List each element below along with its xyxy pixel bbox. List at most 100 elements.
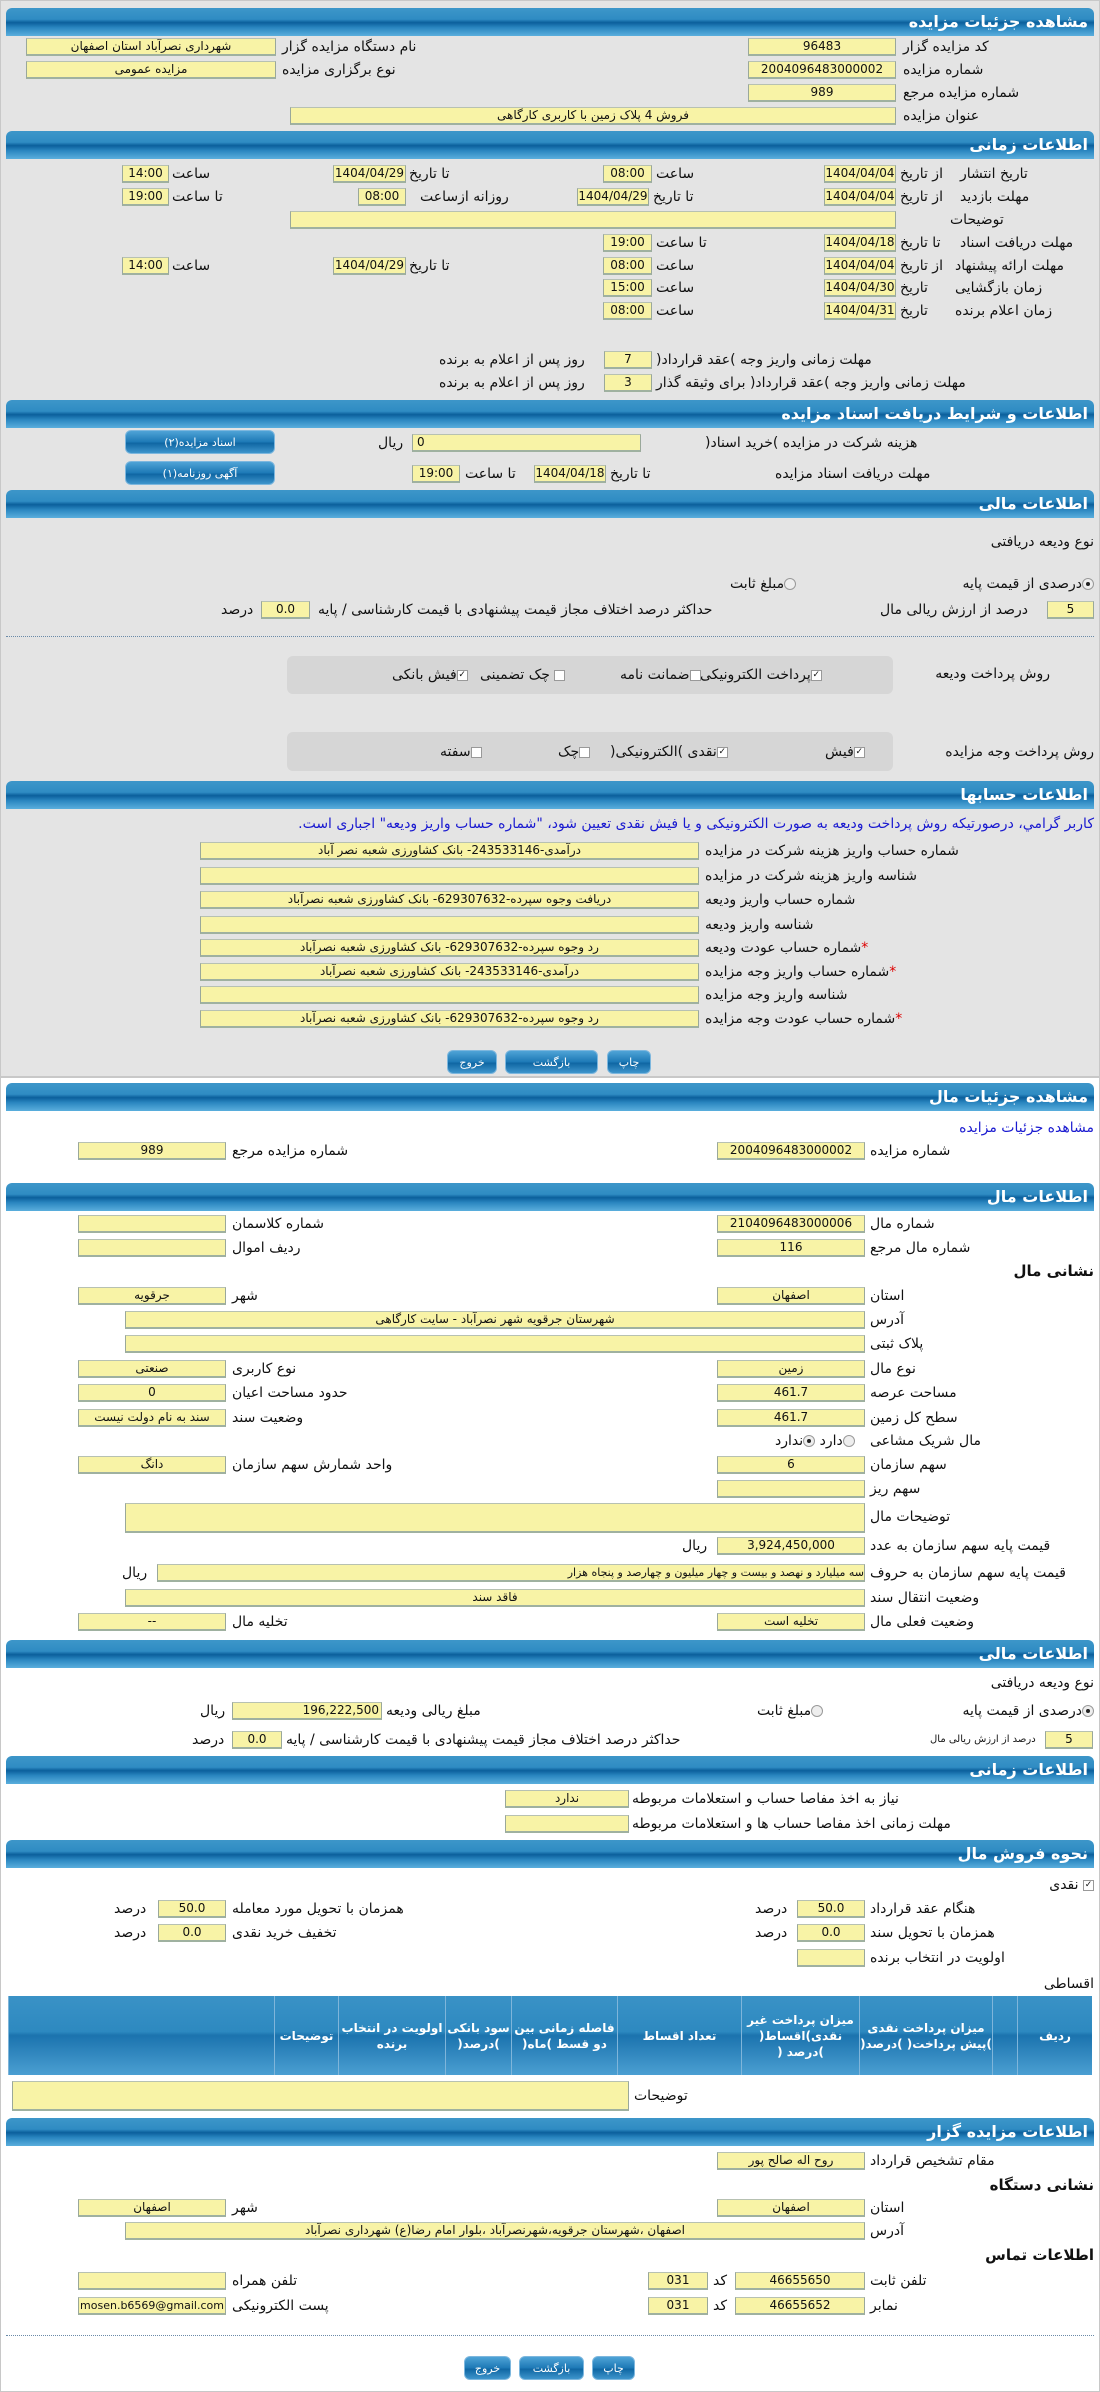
offer-to-time[interactable]: 14:00 bbox=[122, 257, 169, 275]
item-ref-no-field[interactable]: 989 bbox=[78, 1142, 226, 1160]
item-building-field[interactable]: 0 bbox=[78, 1384, 226, 1402]
item-city-field[interactable]: جرقویه bbox=[78, 1287, 226, 1305]
doc-fee-field[interactable]: 0 bbox=[412, 434, 641, 452]
deposit-method-electronic[interactable]: ✓پرداخت الکترونیکی bbox=[700, 666, 822, 684]
auction-number-field[interactable]: 2004096483000002 bbox=[748, 61, 896, 79]
payment-method-cheque[interactable]: چک bbox=[558, 743, 591, 761]
item-deposit-percent-option[interactable]: درصدی از قیمت پایه bbox=[962, 1702, 1094, 1720]
publish-from-time[interactable]: 08:00 bbox=[603, 165, 652, 183]
account-row-field[interactable]: رد وجوه سپرده-629307632- بانک کشاورزی شع… bbox=[200, 939, 699, 957]
item-deposit-fixed-option[interactable]: مبلغ ثابت bbox=[757, 1702, 824, 1720]
item-evict-field[interactable]: -- bbox=[78, 1613, 226, 1631]
item-minor-field[interactable] bbox=[717, 1480, 865, 1498]
winner-date[interactable]: 1404/04/31 bbox=[824, 302, 896, 320]
contract-deadline-days[interactable]: 7 bbox=[604, 351, 652, 369]
deposit-fixed-option[interactable]: مبلغ ثابت bbox=[730, 575, 797, 593]
org-city-field[interactable]: اصفهان bbox=[78, 2199, 226, 2217]
account-row-field[interactable]: درآمدی-243533146- بانک کشاورزی شعبه نصر … bbox=[200, 842, 699, 860]
visit-to-date[interactable]: 1404/04/29 bbox=[577, 188, 649, 206]
radio-icon[interactable] bbox=[811, 1705, 824, 1717]
account-row-field[interactable]: دریافت وجوه سپرده-629307632- بانک کشاورز… bbox=[200, 891, 699, 909]
deposit-method-bank-slip[interactable]: ✓فیش بانکی bbox=[392, 666, 468, 684]
auction-type-field[interactable]: مزایده عمومی bbox=[26, 61, 276, 79]
subject-field[interactable]: فروش 4 پلاک زمین با کاربری کارگاهی bbox=[290, 107, 896, 125]
mobile-field[interactable] bbox=[78, 2272, 226, 2290]
item-status-field[interactable]: تخلیه است bbox=[717, 1613, 865, 1631]
partner-options[interactable]: دارد ندارد bbox=[775, 1432, 855, 1450]
radio-icon[interactable] bbox=[842, 1435, 855, 1447]
item-transfer-field[interactable]: فاقد سند bbox=[125, 1589, 865, 1607]
email-field[interactable]: mosen.b6569@gmail.com bbox=[78, 2297, 226, 2315]
visit-to-time[interactable]: 19:00 bbox=[122, 188, 169, 206]
item-row-field[interactable] bbox=[78, 1239, 226, 1257]
checkbox-icon[interactable] bbox=[554, 669, 566, 681]
account-row-field[interactable] bbox=[200, 916, 699, 934]
deposit-amount-field[interactable]: 196,222,500 bbox=[232, 1702, 382, 1720]
doc-deadline-time[interactable]: 19:00 bbox=[412, 465, 460, 483]
checkbox-icon[interactable] bbox=[579, 746, 591, 758]
auction-details-link[interactable]: مشاهده جزئیات مزایده bbox=[959, 1120, 1094, 1136]
delivery-percent-field[interactable]: 50.0 bbox=[158, 1900, 226, 1918]
payment-method-slip[interactable]: ✓فیش bbox=[825, 743, 865, 761]
account-row-field[interactable]: رد وجوه سپرده-629307632- بانک کشاورزی شع… bbox=[200, 1010, 699, 1028]
deposit-percent-option[interactable]: درصدی از قیمت پایه bbox=[962, 575, 1094, 593]
radio-selected-icon[interactable] bbox=[803, 1435, 816, 1447]
sale-desc-field[interactable] bbox=[12, 2081, 629, 2111]
checkbox-checked-icon[interactable]: ✓ bbox=[853, 746, 865, 758]
org-name-field[interactable]: شهرداری نصرآباد استان اصفهان bbox=[26, 38, 276, 56]
publish-to-date[interactable]: 1404/04/29 bbox=[333, 165, 406, 183]
timing-desc-field[interactable] bbox=[290, 211, 896, 229]
item-item_no-field[interactable]: 2104096483000006 bbox=[717, 1215, 865, 1233]
ref-number-field[interactable]: 989 bbox=[748, 84, 896, 102]
item-deposit-percent-field[interactable]: 5 bbox=[1045, 1731, 1093, 1749]
newspaper-ad-button[interactable]: آگهی روزنامه(۱) bbox=[125, 461, 275, 485]
checkbox-icon[interactable] bbox=[470, 746, 482, 758]
radio-icon[interactable] bbox=[784, 578, 797, 590]
radio-selected-icon[interactable] bbox=[1082, 1705, 1094, 1717]
item-kind-field[interactable]: زمین bbox=[717, 1360, 865, 1378]
visit-from-date[interactable]: 1404/04/04 bbox=[824, 188, 896, 206]
item-class-field[interactable] bbox=[78, 1215, 226, 1233]
checkbox-checked-icon[interactable]: ✓ bbox=[456, 669, 468, 681]
org-address-field[interactable]: اصفهان ،شهرستان جرقویه،شهرنصرآباد ،بلوار… bbox=[125, 2222, 865, 2240]
opening-time[interactable]: 15:00 bbox=[603, 279, 652, 297]
print-button[interactable]: چاپ bbox=[607, 1050, 651, 1074]
offer-from-time[interactable]: 08:00 bbox=[603, 257, 652, 275]
visit-daily-from[interactable]: 08:00 bbox=[358, 188, 406, 206]
account-row-field[interactable] bbox=[200, 867, 699, 885]
offer-to-date[interactable]: 1404/04/29 bbox=[333, 257, 406, 275]
fax-code-field[interactable]: 031 bbox=[648, 2297, 708, 2315]
item-land-field[interactable]: 461.7 bbox=[717, 1409, 865, 1427]
item-desc-field[interactable] bbox=[125, 1503, 865, 1533]
org-province-field[interactable]: اصفهان bbox=[717, 2199, 865, 2217]
phone-field[interactable]: 46655650 bbox=[735, 2272, 865, 2290]
back-button-bottom[interactable]: بازگشت bbox=[519, 2356, 584, 2380]
publish-to-time[interactable]: 14:00 bbox=[122, 165, 169, 183]
auctioneer-code-field[interactable]: 96483 bbox=[748, 38, 896, 56]
item-share_unit-field[interactable]: دانگ bbox=[78, 1456, 226, 1474]
deposit-percent-field[interactable]: 5 bbox=[1047, 601, 1094, 619]
checkbox-checked-icon[interactable]: ✓ bbox=[810, 669, 822, 681]
item-max-diff-field[interactable]: 0.0 bbox=[232, 1731, 282, 1749]
exit-button[interactable]: خروج bbox=[447, 1050, 497, 1074]
print-button-bottom[interactable]: چاپ bbox=[592, 2356, 635, 2380]
checkbox-checked-icon[interactable]: ✓ bbox=[716, 746, 728, 758]
item-plate-field[interactable] bbox=[125, 1335, 865, 1353]
offer-from-date[interactable]: 1404/04/04 bbox=[824, 257, 896, 275]
back-button[interactable]: بازگشت bbox=[505, 1050, 598, 1074]
radio-selected-icon[interactable] bbox=[1082, 578, 1094, 590]
payment-method-cash[interactable]: ✓نقدی )الکترونیکی( bbox=[610, 743, 728, 761]
deed-percent-field[interactable]: 0.0 bbox=[797, 1924, 865, 1942]
opening-date[interactable]: 1404/04/30 bbox=[824, 279, 896, 297]
priority-field[interactable] bbox=[797, 1949, 865, 1967]
item-usage-field[interactable]: صنعتی bbox=[78, 1360, 226, 1378]
account-row-field[interactable] bbox=[200, 986, 699, 1004]
deposit-method-guarantee[interactable]: ضمانت نامه bbox=[620, 666, 701, 684]
item-deed-field[interactable]: سند به نام دولت نیست bbox=[78, 1409, 226, 1427]
contract-percent-field[interactable]: 50.0 bbox=[797, 1900, 865, 1918]
clearance-deadline-field[interactable] bbox=[505, 1815, 629, 1833]
item-item_ref-field[interactable]: 116 bbox=[717, 1239, 865, 1257]
guarantor-deadline-days[interactable]: 3 bbox=[604, 374, 652, 392]
winner-time[interactable]: 08:00 bbox=[603, 302, 652, 320]
item-area-field[interactable]: 461.7 bbox=[717, 1384, 865, 1402]
